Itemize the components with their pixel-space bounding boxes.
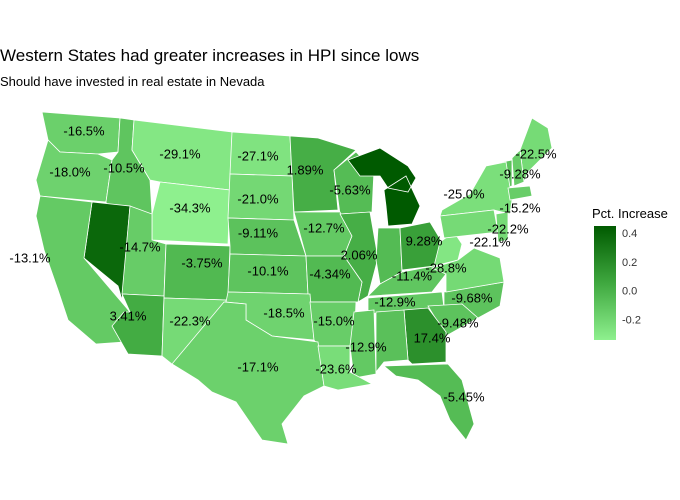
state-label-nd: -27.1% [237,148,279,163]
state-label-ut: -14.7% [119,239,161,254]
state-label-vt: -9.28% [499,166,541,181]
state-label-tn: -12.9% [374,294,416,309]
state-va [430,247,505,293]
state-fl [382,363,475,441]
state-tx [171,301,325,445]
state-label-pa: -22.1% [469,234,511,249]
color-legend: 0.4 0.2 0.0 -0.2 [594,226,641,340]
state-label-nm: -22.3% [169,313,211,328]
state-label-ky: -11.4% [392,268,433,283]
state-label-az: 3.41% [110,308,147,323]
state-ky [367,265,447,297]
state-label-ny: -25.0% [443,186,485,201]
legend-title: Pct. Increase [592,206,668,221]
state-label-wa: -16.5% [63,123,105,138]
state-la [317,345,374,391]
state-label-ar: -15.0% [313,313,355,328]
legend-tick-label: -0.2 [622,314,641,326]
state-label-mn: 1.89% [287,162,324,177]
state-label-ma: -15.2% [499,200,541,215]
state-label-wi: -5.63% [329,182,371,197]
state-label-wv: -28.8% [425,260,467,275]
state-label-la: -23.6% [315,361,357,376]
state-label-ca: -13.1% [9,250,51,265]
state-label-fl: -5.45% [443,389,485,404]
state-label-ga: 17.4% [414,330,451,345]
state-label-ms: -12.9% [345,339,387,354]
state-label-tx: -17.1% [237,359,279,374]
state-label-co: -3.75% [181,255,223,270]
state-label-ks: -10.1% [247,263,289,278]
state-label-sc: -9.48% [437,315,479,330]
state-label-oh: 9.28% [406,233,443,248]
state-label-il: 2.06% [341,247,378,262]
state-label-mt: -29.1% [159,146,201,161]
state-label-nj: -22.2% [487,221,529,236]
legend-colorbar [594,226,616,340]
state-label-nc: -9.68% [451,290,493,305]
state-ma [507,185,533,201]
state-label-mo: -4.34% [309,266,351,281]
state-label-ia: -12.7% [303,220,345,235]
legend-tick-label: 0.2 [622,257,637,269]
state-label-me: -22.5% [515,146,557,161]
state-label-or: -18.0% [49,164,91,179]
state-label-id: -10.5% [103,160,145,175]
state-ca [35,195,131,345]
legend-tick-label: 0.4 [622,228,637,240]
state-nj [495,211,509,243]
legend-tick-label: 0.0 [622,286,637,298]
state-mi [347,147,421,227]
state-ms [349,309,377,379]
state-wy [151,181,231,245]
state-label-sd: -21.0% [237,191,279,206]
state-label-ok: -18.5% [263,305,305,320]
chart-title: Western States had greater increases in … [0,46,420,65]
state-nh [511,149,525,187]
state-al [375,309,409,374]
state-label-wy: -34.3% [169,200,211,215]
state-co [163,243,231,301]
chart-subtitle: Should have invested in real estate in N… [0,74,265,89]
state-label-ne: -9.11% [238,225,279,240]
